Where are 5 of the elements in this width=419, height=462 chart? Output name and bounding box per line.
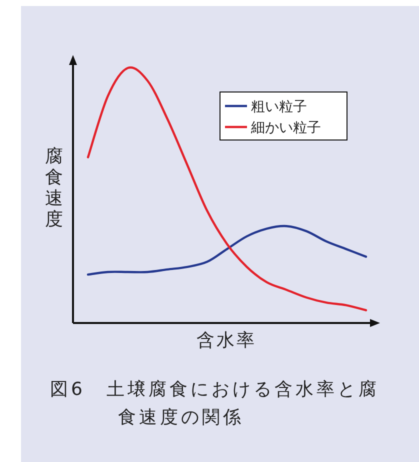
x-axis-title: 含水率: [196, 330, 256, 351]
ylabel: 腐食速度: [45, 146, 63, 230]
legend-label: 細かい粒子: [250, 120, 321, 136]
title: 図6 土壌腐食における含水率と腐食速度の関係: [50, 379, 380, 428]
legend-label: 粗い粒子: [251, 99, 307, 115]
